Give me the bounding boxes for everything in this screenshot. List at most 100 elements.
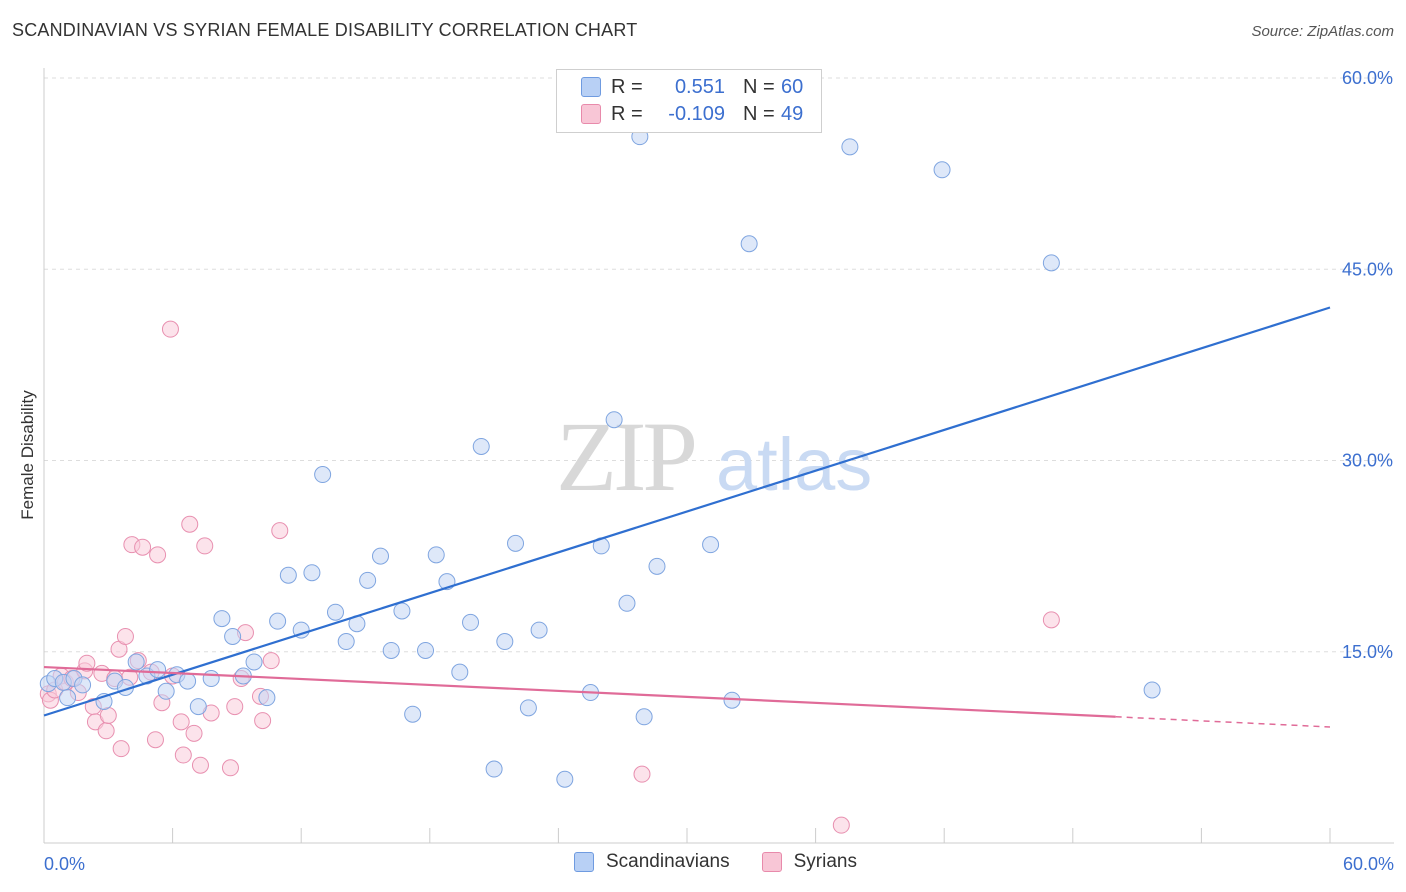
- y-tick-label: 15.0%: [1342, 642, 1393, 662]
- syrian-point: [226, 698, 244, 716]
- syrians-points: [39, 320, 1060, 834]
- x-tick-label: 0.0%: [44, 854, 85, 874]
- legend-row-scandinavians: R = 0.551 N = 60: [581, 74, 803, 100]
- syrian-point: [116, 627, 134, 645]
- scandinavian-point: [605, 411, 623, 429]
- scandinavian-point: [337, 633, 355, 651]
- series-label-syrians: Syrians: [793, 851, 857, 872]
- scandinavian-point: [472, 437, 490, 455]
- legend-swatch-scandinavians: [581, 77, 601, 97]
- scandinavian-point: [258, 689, 276, 707]
- scandinavian-point: [224, 627, 242, 645]
- scandinavian-point: [530, 621, 548, 639]
- syrian-point: [174, 746, 192, 764]
- tick-labels: 15.0% 30.0% 45.0% 60.0% 0.0% 60.0%: [44, 68, 1394, 874]
- source-credit: Source: ZipAtlas.com: [1251, 23, 1394, 40]
- scandinavian-point: [179, 672, 197, 690]
- watermark-zip: ZIP: [556, 401, 694, 512]
- syrian-point: [254, 712, 272, 730]
- scandinavian-point: [326, 603, 344, 621]
- syrian-point: [161, 320, 179, 338]
- scandinavian-point: [269, 612, 287, 630]
- watermark-atlas: atlas: [716, 423, 872, 506]
- scandinavian-point: [648, 557, 666, 575]
- legend-r-label: R =: [611, 75, 643, 98]
- legend-row-syrians: R = -0.109 N = 49: [581, 101, 803, 127]
- scandinavians-points: [39, 128, 1161, 788]
- scandinavian-point: [279, 566, 297, 584]
- series-swatch-syrians: [761, 852, 782, 872]
- scandinavian-point: [202, 670, 220, 688]
- legend-n-value: 60: [781, 75, 804, 98]
- series-legend-scandinavians: Scandinavians: [574, 851, 730, 873]
- syrian-point: [149, 546, 167, 564]
- scandinavian-point: [618, 594, 636, 612]
- legend-n-value: 49: [781, 102, 804, 125]
- scandinavian-point: [702, 536, 720, 554]
- scandinavian-point: [314, 466, 332, 484]
- syrian-point: [97, 722, 115, 740]
- syrian-point: [112, 740, 130, 758]
- scandinavian-point: [635, 708, 653, 726]
- syrian-point: [832, 816, 850, 834]
- scandinavian-point: [933, 161, 951, 179]
- syrian-point: [262, 652, 280, 670]
- legend-r-value: -0.109: [668, 102, 725, 125]
- scandinavian-point: [149, 661, 167, 679]
- syrian-point: [633, 765, 651, 783]
- scandinavians-trend-line: [43, 306, 1331, 717]
- scandinavian-point: [451, 663, 469, 681]
- legend-swatch-syrians: [581, 104, 601, 124]
- correlation-legend: R = 0.551 N = 60 R = -0.109 N = 49: [556, 69, 822, 133]
- scandinavian-point: [245, 653, 263, 671]
- scandinavian-point: [427, 546, 445, 564]
- scandinavian-point: [519, 699, 537, 717]
- syrian-point: [221, 759, 239, 777]
- watermark: ZIP atlas: [556, 401, 872, 512]
- trend-lines: [43, 306, 1331, 728]
- scandinavian-point: [1143, 681, 1161, 699]
- syrian-point: [191, 756, 209, 774]
- syrian-point: [172, 713, 190, 731]
- scandinavian-point: [1042, 254, 1060, 272]
- syrian-point: [1042, 611, 1060, 629]
- scandinavian-point: [189, 698, 207, 716]
- syrians-trend-extension: [1115, 716, 1331, 728]
- syrian-point: [181, 515, 199, 533]
- series-swatch-scandinavians: [574, 852, 594, 872]
- scandinavian-point: [359, 571, 377, 589]
- scandinavian-point: [740, 235, 758, 253]
- scandinavian-point: [303, 564, 321, 582]
- scandinavian-point: [485, 760, 503, 778]
- series-legend: Scandinavians Syrians: [574, 851, 889, 873]
- legend-r-value: 0.551: [674, 75, 725, 98]
- series-label-scandinavians: Scandinavians: [606, 851, 730, 872]
- scandinavian-point: [404, 705, 422, 723]
- y-tick-label: 60.0%: [1342, 68, 1393, 88]
- scandinavian-point: [462, 613, 480, 631]
- axes: [43, 68, 1394, 844]
- scandinavian-point: [393, 602, 411, 620]
- syrian-point: [185, 724, 203, 742]
- y-tick-label: 30.0%: [1342, 451, 1393, 471]
- scandinavian-point: [507, 534, 525, 552]
- scandinavian-point: [382, 641, 400, 659]
- scandinavian-point: [59, 689, 77, 707]
- scandinavian-point: [372, 547, 390, 565]
- chart-title: SCANDINAVIAN VS SYRIAN FEMALE DISABILITY…: [12, 20, 638, 40]
- grid-lines: [44, 77, 1394, 653]
- y-tick-label: 45.0%: [1342, 259, 1393, 279]
- syrians-trend-line: [43, 665, 1116, 718]
- legend-n-label: N =: [743, 102, 775, 125]
- scandinavian-point: [157, 682, 175, 700]
- syrian-point: [271, 522, 289, 540]
- syrian-point: [99, 707, 117, 724]
- y-axis-label: Female Disability: [18, 390, 37, 520]
- scandinavian-point: [417, 641, 435, 659]
- scandinavian-point: [841, 138, 859, 156]
- scandinavian-point: [213, 610, 231, 628]
- legend-r-label: R =: [611, 102, 643, 125]
- scandinavian-point: [556, 770, 574, 788]
- x-tick-label: 60.0%: [1343, 854, 1394, 874]
